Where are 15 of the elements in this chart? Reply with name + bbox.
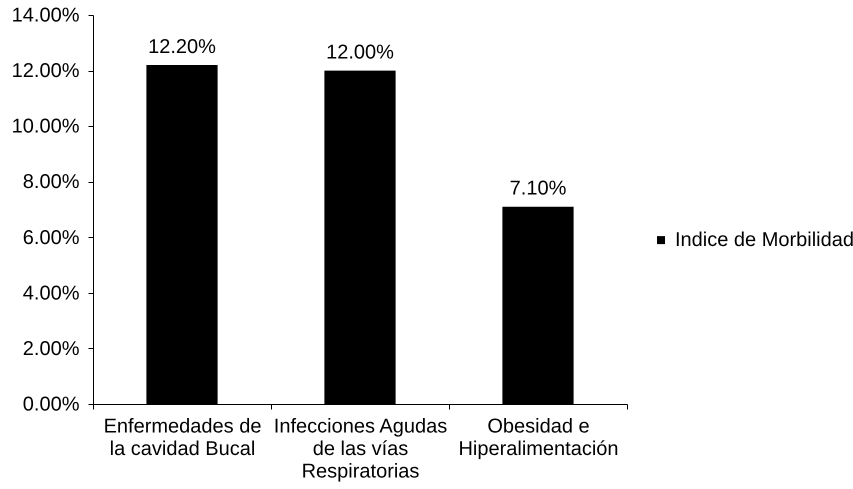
y-tick-label: 6.00% <box>22 226 80 249</box>
text: 12.20% <box>148 36 216 58</box>
text: 7.10% <box>510 178 566 200</box>
legend-label: Indice de Morbilidad <box>675 229 853 252</box>
y-tick-label: 0.00% <box>22 394 80 416</box>
y-tick-label: 12.00% <box>12 60 80 82</box>
y-tick-label: 14.00% <box>12 4 80 26</box>
y-tick-label: 8.00% <box>22 171 80 194</box>
y-tick-label: 4.00% <box>22 282 80 304</box>
y-tick-label: 10.00% <box>12 116 80 138</box>
text: 12.00% <box>326 42 394 64</box>
y-tick-label: 2.00% <box>22 338 80 360</box>
x-tick-label: Enfermedades de la cavidad Bucal <box>104 416 262 460</box>
x-tick-label: Obesidad e Hiperalimentación <box>458 416 619 460</box>
x-tick-label: Infecciones Agudas de las vías Respiratorias <box>274 416 448 482</box>
